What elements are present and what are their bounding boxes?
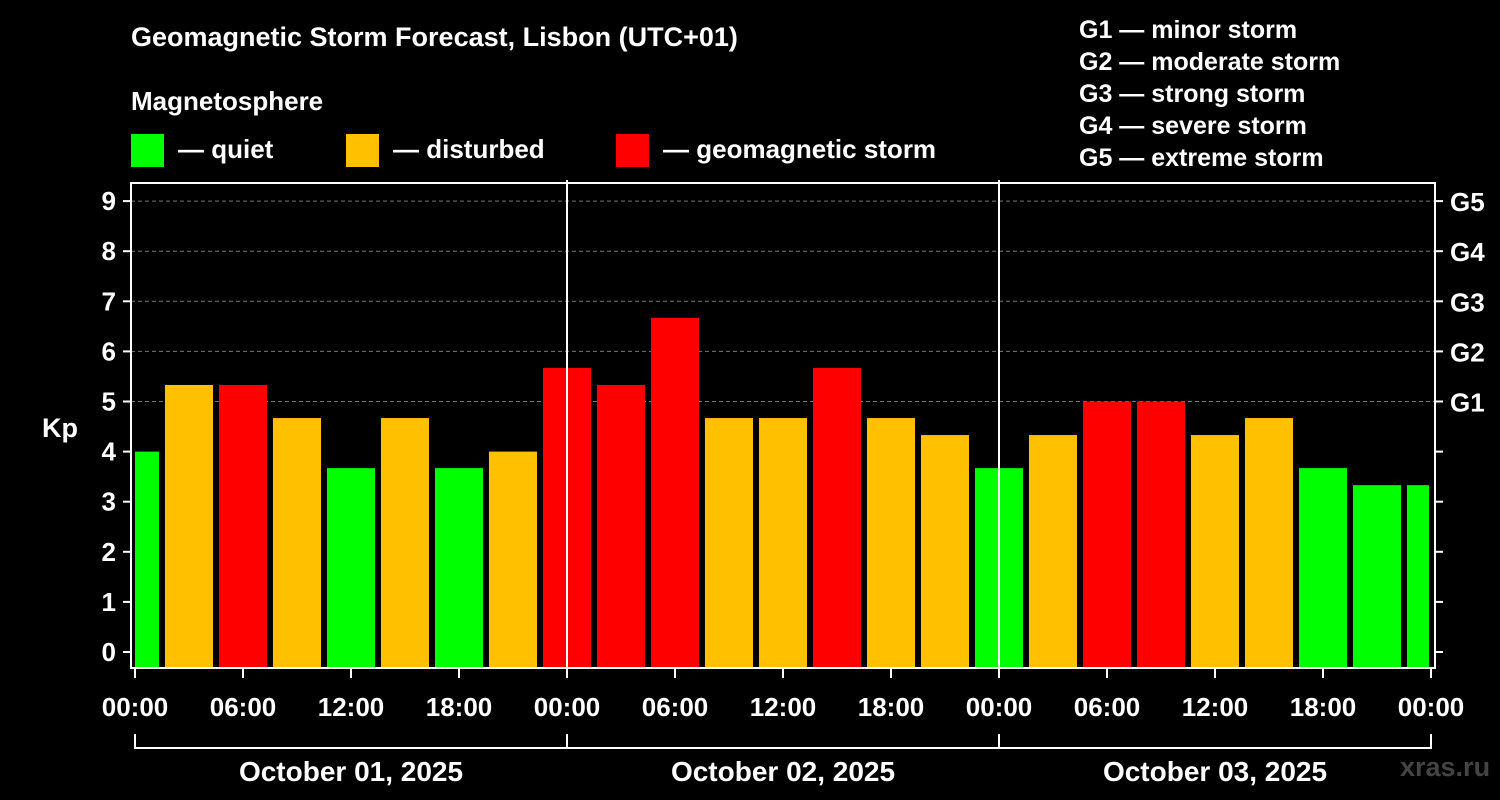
kp-bar xyxy=(1352,485,1402,668)
kp-bar xyxy=(434,468,484,668)
kp-bar xyxy=(758,418,808,668)
kp-bar xyxy=(920,435,970,668)
x-tick-label: 06:00 xyxy=(1074,692,1141,722)
y-tick-label: 9 xyxy=(102,186,116,216)
x-tick-label: 00:00 xyxy=(534,692,601,722)
kp-bar xyxy=(1190,435,1240,668)
kp-bar xyxy=(326,468,376,668)
x-tick-label: 18:00 xyxy=(426,692,493,722)
kp-bar xyxy=(650,317,700,668)
x-tick-label: 12:00 xyxy=(1182,692,1249,722)
kp-bar xyxy=(1028,435,1078,668)
day-label: October 01, 2025 xyxy=(239,756,463,787)
y-tick-label: 7 xyxy=(102,286,116,316)
kp-bar xyxy=(1082,401,1132,668)
x-tick-label: 18:00 xyxy=(1290,692,1357,722)
storm-level-g2: G2 — moderate storm xyxy=(1079,48,1341,76)
y-axis-label: Kp xyxy=(42,413,78,443)
g-level-label: G1 xyxy=(1450,388,1485,418)
x-tick-label: 00:00 xyxy=(102,692,169,722)
y-tick-label: 3 xyxy=(102,487,116,517)
kp-bar xyxy=(135,451,160,668)
x-tick-label: 18:00 xyxy=(858,692,925,722)
kp-bar xyxy=(164,384,214,668)
y-tick-label: 5 xyxy=(102,387,116,417)
day-label: October 03, 2025 xyxy=(1103,756,1327,787)
kp-bar xyxy=(272,418,322,668)
y-tick-label: 1 xyxy=(102,587,116,617)
x-tick-label: 06:00 xyxy=(210,692,277,722)
legend-label-disturbed: — disturbed xyxy=(393,134,545,164)
x-tick-label: 00:00 xyxy=(1398,692,1465,722)
g-level-label: G5 xyxy=(1450,187,1485,217)
storm-level-g1: G1 — minor storm xyxy=(1079,16,1298,44)
kp-bar xyxy=(380,418,430,668)
g-level-label: G3 xyxy=(1450,287,1485,317)
legend-swatch-storm xyxy=(616,134,649,167)
kp-bar xyxy=(1406,485,1429,668)
x-tick-label: 06:00 xyxy=(642,692,709,722)
y-tick-label: 6 xyxy=(102,336,116,366)
chart-title: Geomagnetic Storm Forecast, Lisbon (UTC+… xyxy=(131,22,738,52)
storm-level-g3: G3 — strong storm xyxy=(1079,80,1306,108)
legend-label-quiet: — quiet xyxy=(178,134,274,164)
g-level-label: G4 xyxy=(1450,237,1485,267)
kp-bar xyxy=(812,367,862,668)
legend-subtitle: Magnetosphere xyxy=(131,86,324,116)
kp-bar xyxy=(488,451,538,668)
g-level-label: G2 xyxy=(1450,337,1485,367)
y-tick-label: 2 xyxy=(102,537,116,567)
legend-label-storm: — geomagnetic storm xyxy=(663,134,937,164)
storm-level-g5: G5 — extreme storm xyxy=(1079,144,1324,172)
day-label: October 02, 2025 xyxy=(671,756,895,787)
y-tick-label: 0 xyxy=(102,637,116,667)
x-tick-label: 12:00 xyxy=(318,692,385,722)
kp-bar xyxy=(704,418,754,668)
kp-bar xyxy=(1244,418,1294,668)
y-tick-label: 8 xyxy=(102,236,116,266)
legend-swatch-disturbed xyxy=(346,134,379,167)
watermark: xras.ru xyxy=(1400,752,1491,782)
x-tick-label: 12:00 xyxy=(750,692,817,722)
x-tick-label: 00:00 xyxy=(966,692,1033,722)
kp-bar xyxy=(1136,401,1186,668)
kp-bar xyxy=(1298,468,1348,668)
kp-bar xyxy=(596,384,646,668)
kp-bar xyxy=(218,384,268,668)
legend-swatch-quiet xyxy=(131,134,164,167)
kp-bar xyxy=(866,418,916,668)
y-tick-label: 4 xyxy=(102,437,117,467)
storm-level-g4: G4 — severe storm xyxy=(1079,112,1307,140)
storm-level-legend: G1 — minor storm G2 — moderate storm G3 … xyxy=(1079,14,1340,174)
